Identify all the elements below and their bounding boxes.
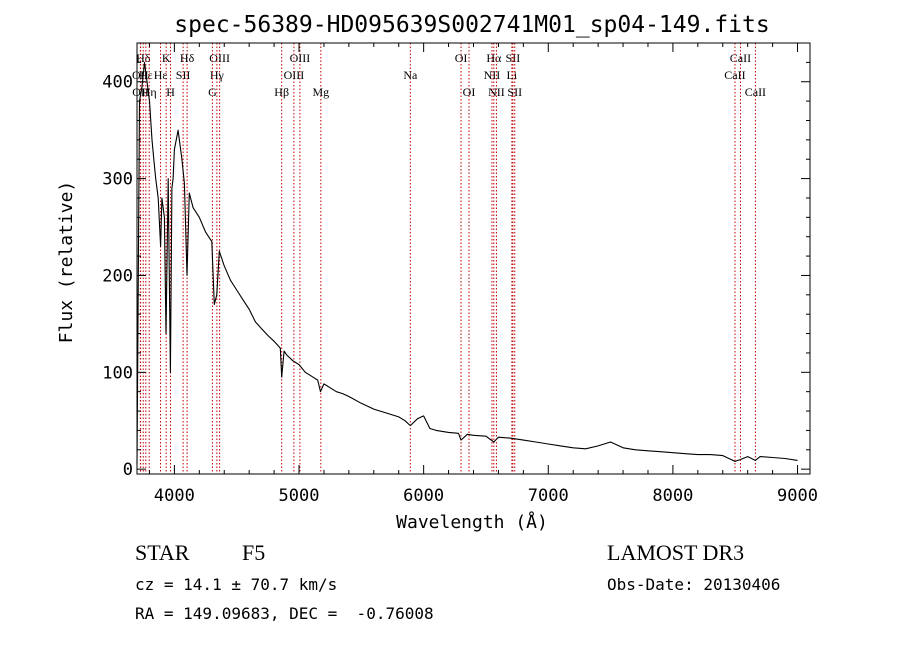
spectrum-line xyxy=(136,61,798,465)
marker-label: Mg xyxy=(312,85,329,99)
marker-label: K xyxy=(162,51,171,65)
x-tick-label: 9000 xyxy=(777,486,818,506)
marker-label: Hε xyxy=(154,68,168,82)
marker-label: Hγ xyxy=(210,68,225,82)
marker-label: G xyxy=(208,85,217,99)
y-tick-label: 400 xyxy=(102,73,133,93)
y-tick-label: 300 xyxy=(102,170,133,190)
y-tick-label: 200 xyxy=(102,266,133,286)
marker-label: OIII xyxy=(284,68,305,82)
spectrum-series xyxy=(136,61,798,465)
marker-label: NII xyxy=(484,68,501,82)
subclass: F5 xyxy=(242,540,265,565)
axis-ticks: 4000 5000 6000 7000 8000 9000 0 100 200 300 400 xyxy=(102,43,818,506)
x-axis-label: Wavelength (Å) xyxy=(396,511,548,533)
obs-date: Obs-Date: 20130406 xyxy=(607,575,780,594)
x-tick-label: 6000 xyxy=(403,486,444,506)
marker-label: NII xyxy=(488,85,505,99)
marker-label: OIII xyxy=(290,51,311,65)
x-tick-label: 7000 xyxy=(528,486,569,506)
plot-frame xyxy=(136,42,811,475)
marker-label: SII xyxy=(507,85,522,99)
marker-label: CaII xyxy=(724,68,745,82)
x-tick-label: 8000 xyxy=(652,486,693,506)
marker-label: Hδ xyxy=(136,51,151,65)
y-tick-label: 0 xyxy=(123,460,133,480)
x-tick-label: 4000 xyxy=(154,486,195,506)
marker-label: H xyxy=(166,85,175,99)
marker-label: Hδ xyxy=(180,51,195,65)
marker-label: Hα xyxy=(486,51,502,65)
marker-label: Na xyxy=(403,68,418,82)
marker-label: Hβ xyxy=(274,85,289,99)
marker-label: OI xyxy=(463,85,476,99)
object-class: STAR xyxy=(135,540,190,565)
chart-title: spec-56389-HD095639S002741M01_sp04-149.f… xyxy=(174,12,769,38)
marker-label: OI xyxy=(455,51,468,65)
y-axis-label: Flux (relative) xyxy=(56,181,77,344)
x-tick-label: 5000 xyxy=(279,486,320,506)
y-tick-label: 100 xyxy=(102,363,133,383)
marker-label: Hη xyxy=(142,85,157,99)
marker-label: OIII xyxy=(209,51,230,65)
cz-value: cz = 14.1 ± 70.7 km/s xyxy=(135,575,337,594)
marker-label: CaII xyxy=(745,85,766,99)
survey-name: LAMOST DR3 xyxy=(607,540,744,565)
coordinates: RA = 149.09683, DEC = -0.76008 xyxy=(135,604,434,623)
marker-label: CaII xyxy=(730,51,751,65)
marker-label: Li xyxy=(507,68,518,82)
marker-label: SII xyxy=(176,68,191,82)
marker-label: SII xyxy=(506,51,521,65)
